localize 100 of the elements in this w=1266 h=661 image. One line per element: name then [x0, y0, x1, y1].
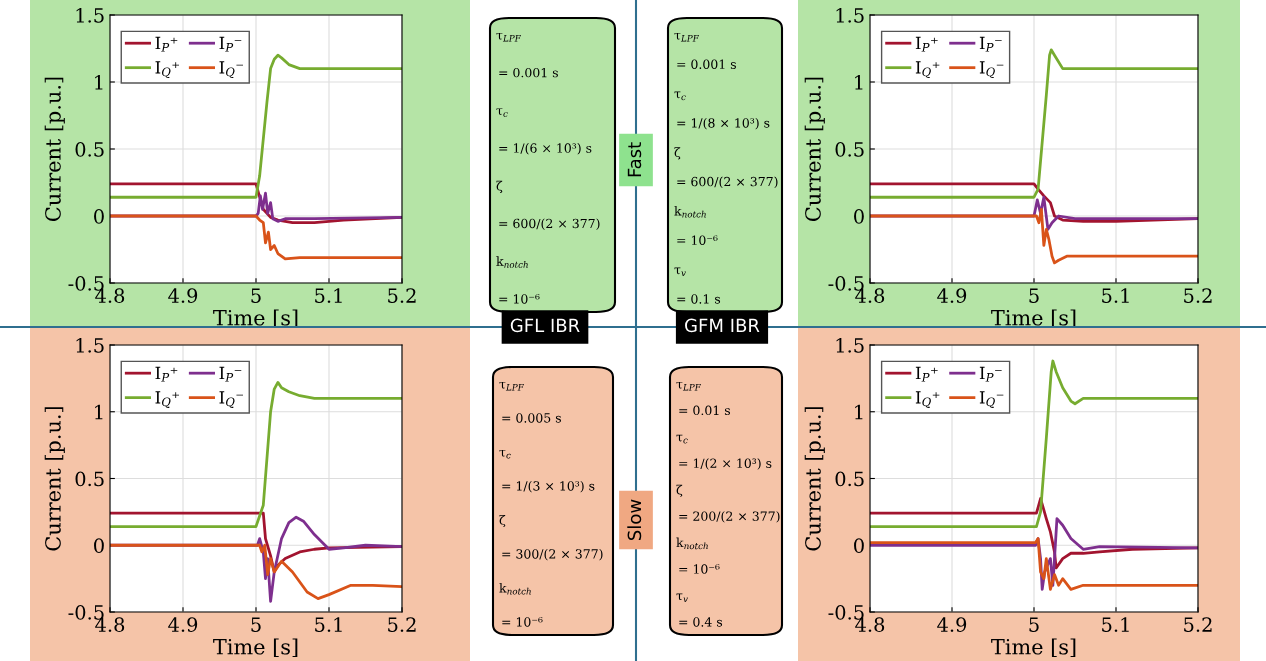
legend-label: I$_{Q}$⁺: [915, 391, 940, 408]
text: Slow: [627, 499, 642, 540]
text: = 600/(2 × 377): [677, 176, 778, 189]
text: Fast: [627, 142, 642, 177]
y-tick-label: 1: [95, 404, 103, 420]
text: = 10⁻⁶: [499, 294, 540, 304]
y-tick-label: 1: [95, 74, 103, 90]
x-tick-label: 5: [251, 288, 261, 303]
line-series: [110, 53, 402, 199]
legend-label: I$_{Q}$⁻: [219, 391, 243, 408]
x-tick-label: 4.9: [937, 288, 967, 303]
text: k$_{notch}$: [499, 582, 531, 595]
text: τ$_{LPF}$: [499, 381, 525, 391]
x-tick-label: 5.2: [388, 288, 416, 303]
y-tick-label: 1: [855, 74, 863, 90]
text: τ$_{v}$: [676, 593, 688, 602]
line-series: [870, 537, 1198, 591]
x-tick-label: 5: [251, 617, 261, 632]
y-tick-label: 0: [854, 538, 864, 553]
text: = 300/(2 × 377): [502, 548, 603, 561]
y-axis-title: Current [p.u.]: [804, 77, 825, 221]
line-series: [870, 207, 1198, 265]
x-tick-label: 5: [1029, 617, 1039, 632]
text: GFL IBR: [510, 318, 580, 333]
line-series: [110, 214, 402, 261]
y-tick-label: 1.5: [836, 7, 864, 23]
y-tick-label: 0.5: [835, 141, 864, 157]
y-tick-label: 0: [854, 208, 864, 224]
y-tick-label: 0.5: [75, 141, 104, 157]
text: = 1/(3 × 10³) s: [502, 480, 595, 493]
text: τ$_{v}$: [674, 267, 686, 277]
text: τ$_{LPF}$: [496, 32, 522, 42]
legend-label: I$_{P}$⁻: [979, 366, 1002, 382]
text: τ$_{c}$: [496, 108, 508, 117]
y-axis-title: Current [p.u.]: [44, 77, 65, 221]
text: k$_{notch}$: [496, 256, 528, 268]
text: k$_{notch}$: [674, 205, 706, 218]
text: τ$_{c}$: [676, 434, 688, 444]
text: = 1/(8 × 10³) s: [677, 117, 770, 130]
x-tick-label: 5: [1029, 288, 1039, 303]
legend-label: I$_{P}$⁻: [219, 366, 242, 382]
text: = 200/(2 × 377): [679, 511, 780, 523]
text: = 0.005 s: [502, 413, 561, 423]
legend-label: I$_{P}$⁺: [155, 36, 178, 52]
text: GFM IBR: [685, 318, 760, 333]
y-tick-label: 1: [855, 404, 863, 420]
legend-label: I$_{Q}$⁺: [915, 61, 940, 78]
text: τ$_{LPF}$: [676, 381, 702, 391]
legend-label: I$_{P}$⁺: [155, 366, 178, 382]
y-tick-label: 0: [94, 538, 104, 553]
text: τ$_{c}$: [499, 449, 511, 459]
x-tick-label: 4.9: [168, 288, 198, 303]
y-tick-label: 1.5: [836, 337, 864, 353]
y-tick-label: 0.5: [835, 471, 864, 487]
legend-label: I$_{Q}$⁻: [219, 61, 243, 78]
line-series: [110, 380, 402, 528]
x-axis-title: Time [s]: [991, 638, 1076, 658]
legend-label: I$_{Q}$⁺: [155, 391, 179, 408]
text: = 600/(2 × 377): [499, 218, 600, 230]
y-axis-title: Current [p.u.]: [44, 407, 65, 551]
text: = 0.001 s: [677, 59, 736, 69]
legend-label: I$_{Q}$⁺: [155, 61, 179, 78]
y-axis-title: Current [p.u.]: [804, 407, 825, 551]
x-tick-label: 5.2: [388, 617, 416, 632]
x-tick-label: 5.2: [1184, 288, 1212, 303]
x-tick-label: 4.9: [168, 617, 198, 632]
text: ζ: [499, 514, 506, 528]
legend-label: I$_{Q}$⁻: [979, 61, 1004, 78]
x-tick-label: 5.2: [1184, 617, 1212, 632]
text: ζ: [496, 180, 503, 193]
y-tick-label: 0: [94, 208, 104, 224]
line-series: [110, 543, 402, 601]
legend-label: I$_{P}$⁺: [915, 366, 938, 382]
legend-label: I$_{P}$⁻: [219, 36, 242, 52]
x-tick-label: 4.9: [937, 617, 967, 632]
y-tick-label: 1.5: [76, 337, 104, 353]
x-axis-title: Time [s]: [213, 638, 298, 658]
x-tick-label: 5.1: [1102, 617, 1129, 632]
text: = 1/(2 × 10³) s: [679, 458, 772, 470]
x-tick-label: 5.1: [315, 617, 342, 632]
text: = 0.1 s: [677, 294, 721, 304]
text: k$_{notch}$: [676, 537, 708, 550]
x-tick-label: 5.1: [315, 288, 342, 303]
text: = 10⁻⁶: [677, 235, 718, 245]
legend-label: I$_{P}$⁻: [979, 36, 1002, 52]
text: = 0.001 s: [499, 67, 558, 78]
text: = 1/(6 × 10³) s: [499, 143, 592, 155]
text: ζ: [674, 147, 681, 160]
x-tick-label: 5.1: [1102, 288, 1129, 303]
line-series: [870, 359, 1198, 528]
legend-label: I$_{Q}$⁻: [979, 391, 1004, 408]
text: = 10⁻⁶: [679, 564, 720, 574]
y-tick-label: 0.5: [75, 471, 104, 487]
text: ζ: [676, 484, 683, 497]
y-tick-label: 1.5: [76, 7, 104, 23]
legend-label: I$_{P}$⁺: [915, 36, 938, 52]
text: = 10⁻⁶: [502, 617, 543, 627]
text: = 0.01 s: [679, 405, 731, 416]
text: = 0.4 s: [679, 617, 723, 627]
text: τ$_{LPF}$: [674, 32, 700, 42]
